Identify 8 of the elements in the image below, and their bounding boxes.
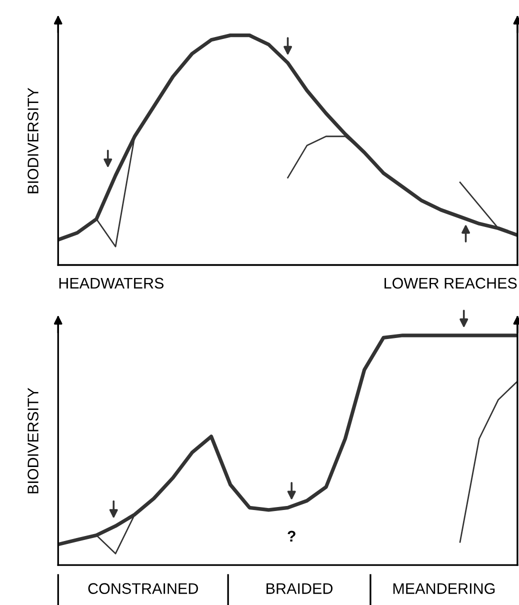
text: LOWER REACHES <box>384 278 517 289</box>
text: CONSTRAINED <box>88 583 198 594</box>
text: HEADWATERS <box>59 278 164 289</box>
y-axis-title: BIODIVERSITY <box>28 88 38 194</box>
y-axis-title: BIODIVERSITY <box>28 388 38 494</box>
text: MEANDERING <box>393 583 495 594</box>
text: BRAIDED <box>266 583 332 594</box>
annotation: ? <box>288 530 296 542</box>
